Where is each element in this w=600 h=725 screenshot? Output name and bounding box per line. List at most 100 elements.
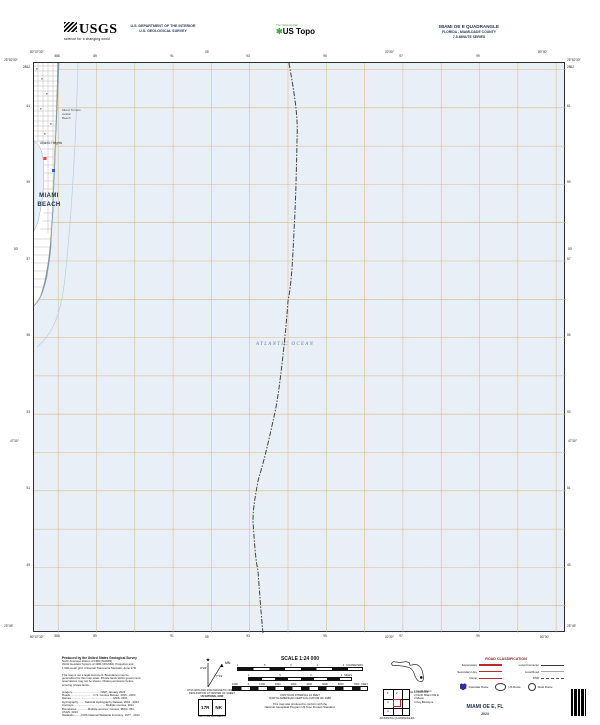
production-credits: Produced by the United States Geological… <box>62 656 188 718</box>
adjoining-quad-name: 3 Miami <box>414 696 424 701</box>
usng-zone: 17R <box>199 700 213 715</box>
grid-label: 91 <box>170 634 174 638</box>
city-label-line: MIAMI <box>39 193 59 199</box>
credits-line: World Geodetic System of 1984 (WGS84). P… <box>62 663 134 667</box>
utm-grid-labels-left: 2862 61 59 57 55 53 51 49 <box>10 0 30 725</box>
ustopo-title: US Topo <box>282 27 315 36</box>
department-heading: U.S. DEPARTMENT OF THE INTERIOR U.S. GEO… <box>128 24 198 33</box>
city-label-line: BEACH <box>37 201 61 208</box>
scalebar-tick: 2000 <box>274 683 281 687</box>
scalebar-kilometers: 1 .5 0 1 2 KILOMETERS <box>237 664 363 672</box>
gn-angle: 0°24′ <box>200 666 207 670</box>
ocean-label: ATLANTIC OCEAN <box>256 342 315 347</box>
coordinate-label: 47′30″ <box>10 439 19 443</box>
ramp-line-swatch <box>479 677 502 679</box>
florida-outline <box>390 661 424 683</box>
standard-note-line1: This map was produced to conform with th… <box>272 701 328 706</box>
declination-arrows: ★ MN 7°19′ 0°24′ <box>200 658 231 688</box>
usgs-flag-icon <box>64 22 77 32</box>
legend-label: Ramp <box>469 676 477 681</box>
scalebar-tick: 0 <box>310 673 312 677</box>
legend-label: Local Road <box>524 669 539 674</box>
sheet-year: 2024 <box>481 712 489 716</box>
coordinate-label: 80°00′ <box>540 635 549 639</box>
legend-row: Ramp 4WD <box>446 676 566 680</box>
credits-line: entering private lands. <box>62 683 90 687</box>
usng-diagram: US NATIONAL GRID 17R NK GRID ZONE DESIGN… <box>193 695 231 719</box>
credits-line: Names...................................… <box>62 697 128 701</box>
adjoining-quad-name: 1 North Miami <box>414 689 432 693</box>
scale-title: SCALE 1:24 000 <box>280 656 320 662</box>
scalebar-tick: 1 <box>237 664 239 667</box>
adjoining-quads-caption: ADJOINING QUADRANGLES <box>379 717 415 720</box>
grid-label: 51 <box>26 486 30 490</box>
grid-label: 97 <box>399 634 403 638</box>
national-map-tagline: The National Map <box>276 23 299 27</box>
coordinate-label: 25°45′ <box>567 624 576 628</box>
utm-grid-labels-right: 2862 61 59 57 55 53 51 49 <box>567 0 589 725</box>
quad-location-dot <box>419 676 423 679</box>
legend-title: ROAD CLASSIFICATION <box>485 657 527 661</box>
credits-line: Contours................................… <box>62 704 134 708</box>
city-label-miami-beach: MIAMI BEACH <box>34 192 64 209</box>
adjoining-cell-number: 1 <box>387 691 389 695</box>
place-label-line: Beach <box>62 115 71 120</box>
credits-lines: North American Datum of 1983 (NAD83) Worl… <box>62 660 188 718</box>
grid-label: 89 <box>93 634 97 638</box>
route-shields-row: Interstate Route US Route State Route <box>446 682 566 691</box>
grid-label: 59 <box>567 180 571 184</box>
adjoining-cell-number: 3 <box>387 700 389 704</box>
usng-title: US NATIONAL GRID <box>200 695 224 698</box>
scalebar-tick: 1 <box>340 673 343 677</box>
scalebar-tick: 6000 <box>337 683 344 687</box>
local-road-line-swatch <box>541 671 564 673</box>
usng-box: 17R NK <box>198 699 226 716</box>
scalebar-bar <box>237 667 363 672</box>
coordinate-label: 25°52′30″ <box>567 58 581 62</box>
grid-label: 588 <box>54 54 60 58</box>
mn-label: MN <box>225 661 231 665</box>
legend-row: Secondary Hwy Local Road <box>446 670 566 674</box>
usgs-logo-text: USGS <box>79 22 118 37</box>
road-classification-legend: ROAD CLASSIFICATION Expressway Local Con… <box>446 657 566 691</box>
declination-caption-line2: DECLINATION AT CENTER OF SHEET <box>189 692 235 696</box>
credits-line: generalized for this map scale. Private … <box>62 677 141 681</box>
grid-label: 61 <box>26 104 30 108</box>
legend-row: Expressway Local Connector <box>446 663 566 667</box>
place-label-line: Avalon <box>62 111 72 116</box>
adjoining-current-quad-cell <box>393 699 401 707</box>
adjoining-quad-name: 4 Key Biscayne <box>414 699 434 704</box>
scalebar-tick: 3000 <box>290 683 297 687</box>
coordinate-label: 25°52′30″ <box>4 58 18 62</box>
expressway-line-swatch <box>479 664 502 666</box>
adjoining-quad-name: 2 North Miami OE E <box>414 692 439 697</box>
true-north-star-icon: ★ <box>206 658 211 664</box>
scalebar-feet: 1000 0 1000 2000 3000 4000 5000 6000 7000 FEET <box>232 683 368 691</box>
coordinate-label: 47′30″ <box>568 439 577 443</box>
credits-line: Roads..............................U.S. … <box>62 694 136 698</box>
map-canvas <box>34 63 566 633</box>
place-label-group: Miami Terrace Avalon Beach <box>62 108 81 120</box>
shield-label: State Route <box>537 684 553 689</box>
credits-line: reservations may not be shown. Obtain pe… <box>62 680 134 684</box>
declination-caption-line1: UTM GRID AND 2024 MAGNETIC NORTH <box>187 689 237 692</box>
coordinate-label: 25°45′ <box>4 624 13 628</box>
depth-curve <box>36 63 79 348</box>
dept-line2: U.S. GEOLOGICAL SURVEY <box>139 28 187 33</box>
grid-label: 2862 <box>22 65 30 69</box>
scalebar-tick: 4000 <box>306 683 313 687</box>
us-route-item: US Route <box>495 683 521 691</box>
building-markers <box>36 68 52 135</box>
secondary-hwy-line-swatch <box>479 671 502 673</box>
grid-label: 588 <box>54 634 60 638</box>
map-area: ATLANTIC OCEAN <box>33 62 566 633</box>
usgs-tagline: science for a changing world <box>64 37 110 41</box>
legend-label: Expressway <box>461 663 477 667</box>
coordinate-label: 05′ <box>205 50 210 54</box>
scalebar-tick: 5000 <box>322 683 328 687</box>
scalebar-unit: FEET <box>361 683 368 687</box>
blue-poi-marker <box>52 169 55 172</box>
local-connector-line-swatch <box>541 664 564 666</box>
